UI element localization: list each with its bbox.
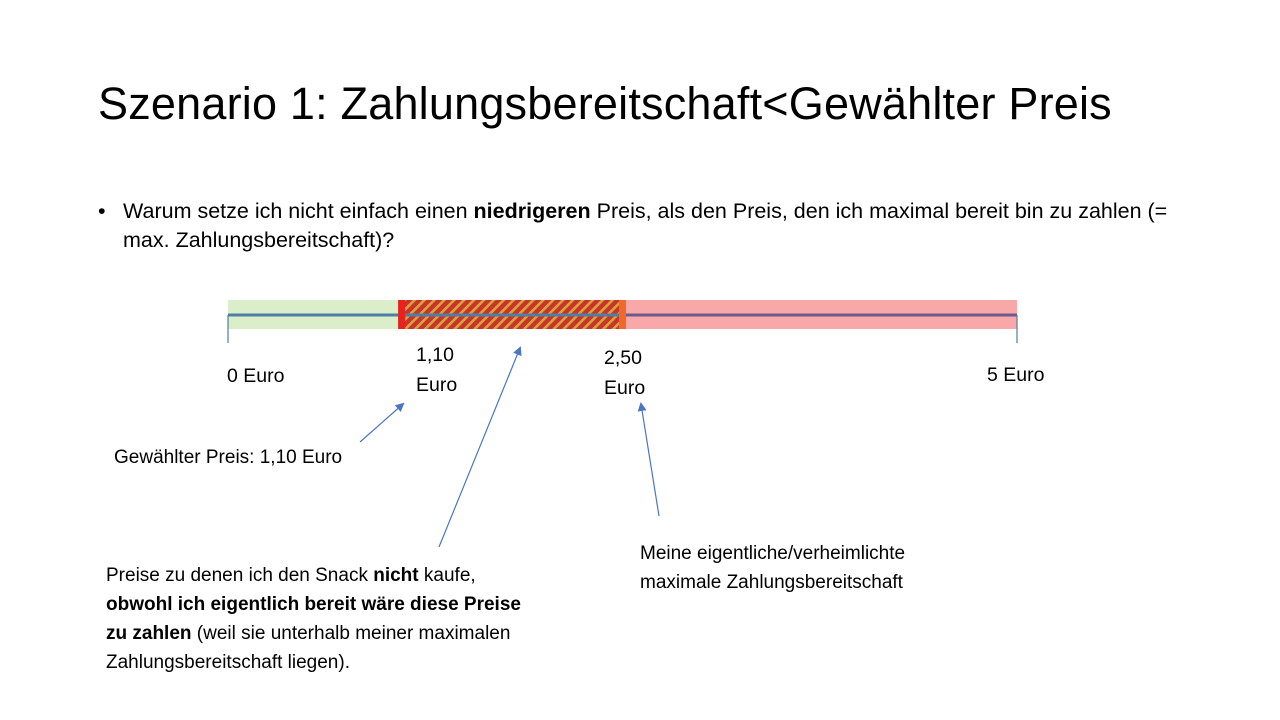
bullet-text-bold: niedrigeren <box>473 199 591 223</box>
bullet-text: Warum setze ich nicht einfach einen nied… <box>123 197 1173 255</box>
missed-part2: kaufe, <box>418 565 476 586</box>
missed-bold1: nicht <box>373 565 419 586</box>
scale-max-label: 5 Euro <box>987 364 1045 386</box>
bullet-text-part1: Warum setze ich nicht einfach einen <box>123 199 474 223</box>
chosen-price-marker <box>398 300 406 329</box>
chosen-price-annotation: Gewählter Preis: 1,10 Euro <box>114 447 343 468</box>
annotation-arrows <box>359 346 660 548</box>
wtp-annotation: Meine eigentliche/verheimlichte maximale… <box>640 543 906 593</box>
arrow-chosen-price <box>359 402 405 443</box>
scale-min-label: 0 Euro <box>227 365 285 387</box>
missed-prices-annotation: Preise zu denen ich den Snack nicht kauf… <box>106 561 546 677</box>
wtp-value-label: 2,50 <box>604 347 642 369</box>
missed-part1: Preise zu denen ich den Snack <box>106 565 374 586</box>
chosen-price-value-label: 1,10 <box>416 344 454 366</box>
wtp-marker <box>619 300 626 329</box>
arrow-wtp <box>637 402 660 517</box>
arrow-missed-prices <box>438 346 522 548</box>
price-scale <box>227 300 1018 343</box>
wtp-unit-label: Euro <box>604 377 646 399</box>
missed-bold2: obwohl ich eigentlich bereit wäre diese … <box>106 594 521 644</box>
bullet-dot-icon: • <box>98 199 106 223</box>
bullet-text-part2: Preis, als den Preis, den ich maximal be… <box>123 199 1168 252</box>
missed-part3: (weil sie unterhalb meiner maximalen Zah… <box>106 623 511 673</box>
slide-title: Szenario 1: Zahlungsbereitschaft<Gewählt… <box>98 78 1112 129</box>
chosen-price-unit-label: Euro <box>416 374 458 396</box>
